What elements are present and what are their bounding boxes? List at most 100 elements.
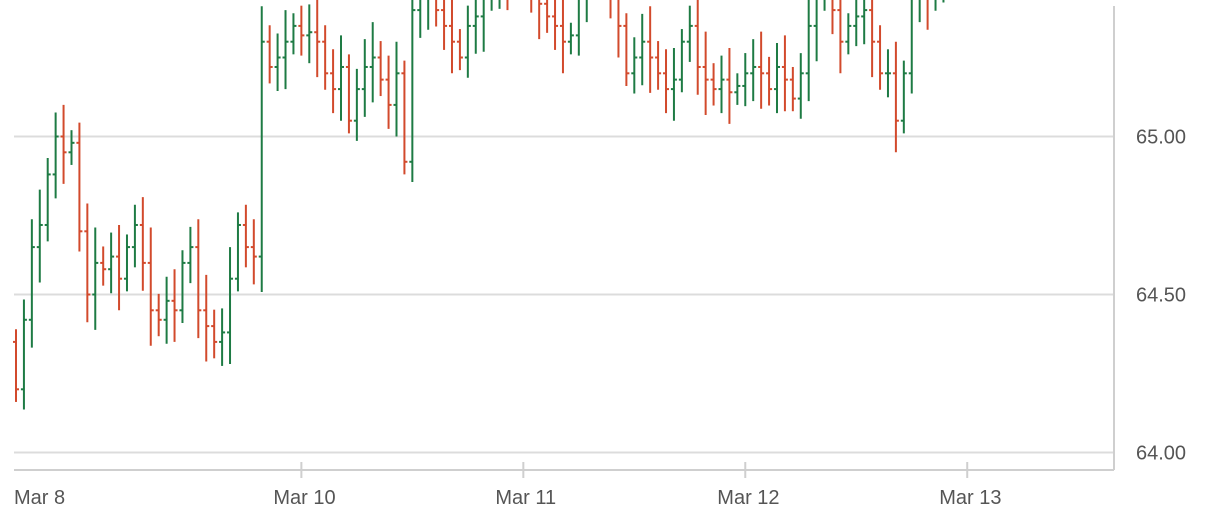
ohlc-bar (441, 0, 448, 50)
ohlc-bar (942, 0, 945, 3)
ohlc-bar (813, 0, 818, 62)
ohlc-bar (670, 48, 677, 121)
ohlc-bar (322, 25, 329, 90)
ohlc-bar (742, 53, 749, 107)
ohlc-bar (853, 0, 860, 47)
ohlc-bar (797, 53, 804, 119)
ohlc-bar (353, 68, 360, 141)
ohlc-bar (123, 234, 130, 292)
ohlc-bar (647, 6, 654, 93)
ohlc-bar (435, 0, 440, 27)
ohlc-bar (338, 35, 345, 121)
ohlc-bar (908, 0, 913, 94)
ohlc-bar (750, 39, 757, 102)
ohlc-bar (330, 49, 337, 114)
ohlc-bar (116, 224, 123, 311)
ohlc-bar (92, 227, 99, 330)
ohlc-bar (900, 60, 907, 134)
ohlc-bar (179, 250, 186, 323)
ohlc-bar (789, 66, 796, 112)
ohlc-bar (171, 269, 178, 342)
ohlc-bar (575, 0, 580, 56)
ohlc-bar (427, 0, 430, 30)
ohlc-bar (298, 5, 305, 56)
ohlc-bar (480, 0, 485, 52)
ohlc-bar (258, 6, 265, 292)
ohlc-bar (544, 0, 551, 33)
ohlc-bar (274, 33, 281, 91)
ohlc-bar (60, 104, 67, 184)
ohlc-bar (823, 0, 826, 11)
ohlc-bar (609, 0, 612, 19)
ohlc-bar (934, 0, 937, 11)
ohlc-bar (52, 112, 59, 199)
ohlc-bar (401, 60, 408, 175)
ohlc-bar (36, 189, 43, 283)
ohlc-bar (490, 0, 493, 11)
ohlc-bar (567, 22, 574, 55)
ohlc-bar (448, 0, 455, 74)
ohlc-bar (639, 13, 646, 86)
x-axis-ticks: Mar 8 Mar 10 Mar 11 Mar 12 Mar 13 (14, 462, 1001, 509)
ohlc-bar (845, 13, 852, 55)
ohlc-bar (781, 35, 788, 112)
ohlc-bar (139, 197, 146, 291)
grid-lines (14, 135, 1114, 454)
ohlc-bar (195, 219, 202, 339)
ohlc-bar (385, 55, 392, 129)
ohlc-bar (837, 0, 844, 74)
ohlc-bar (498, 0, 501, 9)
ohlc-bar (686, 5, 693, 62)
x-tick-label: Mar 12 (717, 487, 779, 509)
ohlc-bar (20, 299, 27, 410)
ohlc-bar (805, 0, 812, 102)
ohlc-bar (773, 42, 780, 114)
ohlc-bar (623, 13, 630, 86)
ohlc-bar (266, 25, 273, 84)
ohlc-bar (227, 247, 234, 365)
ohlc-bar (655, 41, 662, 90)
ohlc-bar (918, 0, 921, 23)
ohlc-bars (13, 0, 945, 410)
ohlc-bar (734, 73, 741, 105)
ohlc-bar (187, 226, 194, 284)
x-tick-label: Mar 8 (14, 487, 65, 509)
ohlc-bar (100, 246, 107, 286)
x-tick-label: Mar 13 (939, 487, 1001, 509)
ohlc-bar (242, 204, 249, 268)
ohlc-bar (758, 31, 765, 109)
ohlc-bar (559, 0, 566, 74)
ohlc-bar (663, 49, 670, 114)
ohlc-bar (163, 276, 170, 344)
ohlc-bar (631, 37, 638, 94)
ohlc-bar (250, 219, 257, 285)
ohlc-bar (678, 29, 685, 93)
ohlc-bar (234, 212, 241, 292)
ohlc-bar (530, 0, 533, 13)
ohlc-bar (131, 204, 138, 268)
ohlc-bar (393, 41, 400, 137)
ohlc-bar (710, 63, 717, 106)
ohlc-bar (369, 22, 376, 103)
ohlc-bar (211, 309, 218, 359)
ohlc-bar (377, 41, 384, 97)
ohlc-bar (314, 0, 321, 78)
ohlc-bar (726, 48, 733, 124)
ohlc-bar (203, 274, 210, 362)
ohlc-bar (306, 4, 313, 64)
y-tick-label: 65.00 (1136, 127, 1186, 149)
ohlc-bar (585, 0, 588, 23)
ohlc-bar (877, 25, 884, 90)
ohlc-bar (409, 0, 416, 183)
x-tick-label: Mar 10 (273, 487, 335, 509)
ohlc-bar (766, 56, 773, 106)
ohlc-bar (702, 31, 709, 116)
ohlc-bar (831, 0, 836, 35)
x-tick-label: Mar 11 (495, 487, 556, 509)
ohlc-bar (892, 41, 899, 153)
ohlc-bar (155, 293, 162, 337)
ohlc-bar (147, 227, 154, 346)
ohlc-bar (884, 49, 891, 98)
ohlc-bar (361, 39, 368, 117)
